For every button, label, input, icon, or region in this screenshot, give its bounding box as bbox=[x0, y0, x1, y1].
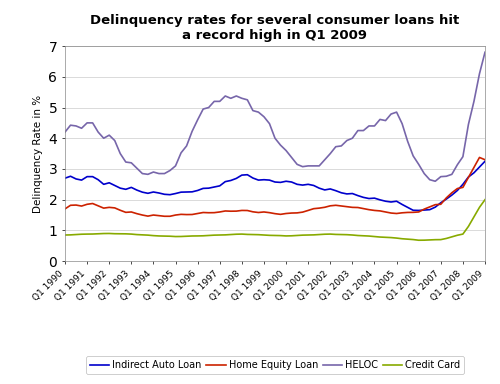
Line: Credit Card: Credit Card bbox=[65, 200, 485, 240]
Line: HELOC: HELOC bbox=[65, 52, 485, 181]
Credit Card bbox=[206, 233, 212, 238]
Home Equity Loan bbox=[206, 210, 212, 215]
Credit Card bbox=[244, 232, 250, 237]
HELOC bbox=[294, 162, 300, 167]
HELOC bbox=[62, 130, 68, 134]
Legend: Indirect Auto Loan, Home Equity Loan, HELOC, Credit Card: Indirect Auto Loan, Home Equity Loan, HE… bbox=[86, 356, 464, 374]
Home Equity Loan bbox=[250, 210, 256, 214]
Indirect Auto Loan bbox=[482, 159, 488, 164]
Home Equity Loan bbox=[62, 207, 68, 211]
Indirect Auto Loan bbox=[244, 172, 250, 177]
Home Equity Loan bbox=[476, 155, 482, 160]
HELOC bbox=[244, 98, 250, 102]
Indirect Auto Loan bbox=[145, 191, 151, 195]
Indirect Auto Loan bbox=[62, 176, 68, 180]
Indirect Auto Loan bbox=[200, 186, 206, 191]
Home Equity Loan bbox=[162, 214, 168, 218]
Home Equity Loan bbox=[239, 208, 245, 213]
HELOC bbox=[206, 105, 212, 110]
Credit Card bbox=[200, 233, 206, 238]
HELOC bbox=[432, 179, 438, 184]
Credit Card bbox=[62, 233, 68, 237]
Line: Indirect Auto Loan: Indirect Auto Loan bbox=[65, 161, 485, 210]
Indirect Auto Loan bbox=[206, 186, 212, 190]
Home Equity Loan bbox=[482, 157, 488, 162]
Line: Home Equity Loan: Home Equity Loan bbox=[65, 157, 485, 216]
HELOC bbox=[145, 172, 151, 177]
Indirect Auto Loan bbox=[234, 176, 239, 181]
Home Equity Loan bbox=[145, 214, 151, 218]
Credit Card bbox=[294, 233, 300, 238]
HELOC bbox=[234, 94, 239, 98]
Credit Card bbox=[482, 197, 488, 202]
Credit Card bbox=[234, 232, 239, 237]
Credit Card bbox=[416, 238, 422, 243]
Indirect Auto Loan bbox=[294, 182, 300, 187]
Y-axis label: Delinquency Rate in %: Delinquency Rate in % bbox=[33, 94, 43, 213]
Home Equity Loan bbox=[211, 210, 217, 215]
Home Equity Loan bbox=[300, 210, 306, 214]
Title: Delinquency rates for several consumer loans hit
a record high in Q1 2009: Delinquency rates for several consumer l… bbox=[90, 14, 460, 42]
HELOC bbox=[482, 50, 488, 55]
Indirect Auto Loan bbox=[416, 208, 422, 213]
Credit Card bbox=[145, 233, 151, 237]
HELOC bbox=[200, 107, 206, 111]
